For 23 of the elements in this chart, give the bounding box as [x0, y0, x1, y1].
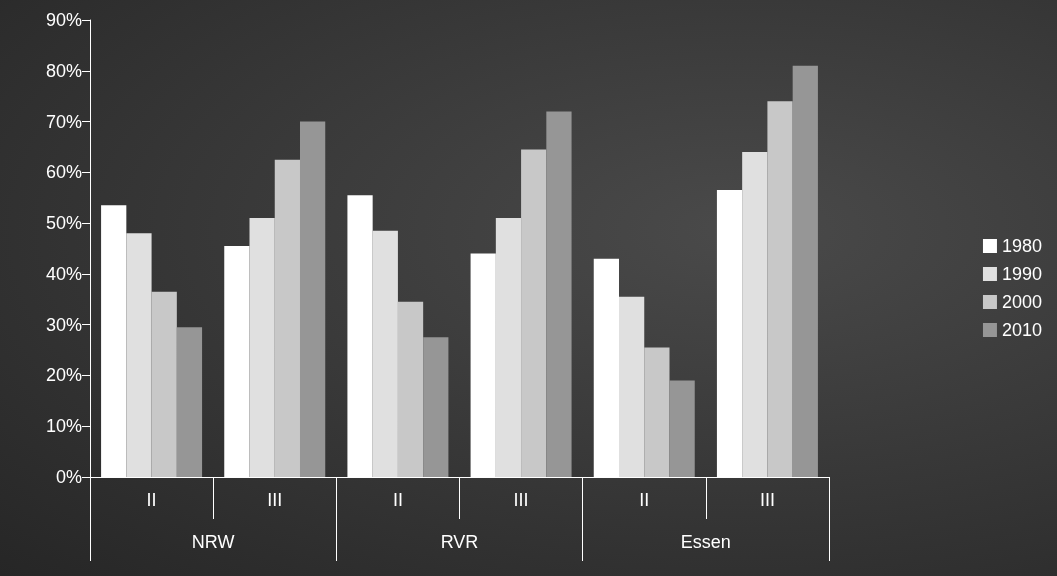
- x-tick-label: III: [267, 490, 283, 510]
- legend-label: 1990: [1001, 264, 1042, 284]
- x-tick-label: II: [392, 490, 403, 510]
- y-tick-label: 60%: [45, 162, 82, 183]
- legend-label: 2000: [1001, 292, 1042, 312]
- x-tick-label: II: [146, 490, 157, 510]
- text: NRW: [191, 532, 235, 552]
- y-tick-label: 0%: [55, 467, 82, 487]
- y-tick-label: 40%: [45, 263, 82, 284]
- y-tick-label: 70%: [45, 111, 82, 132]
- legend-label: 2010: [1001, 320, 1042, 340]
- y-tick-label: 10%: [45, 416, 82, 437]
- y-tick-label: 50%: [45, 213, 82, 234]
- y-tick-label: 80%: [45, 60, 82, 81]
- text: RVR: [440, 532, 479, 552]
- x-tick-label: II: [639, 490, 650, 510]
- y-tick-label: 30%: [45, 314, 82, 335]
- x-tick-label: III: [759, 490, 775, 510]
- y-tick-label: 90%: [45, 10, 82, 30]
- legend-label: 1980: [1001, 236, 1042, 256]
- text: Essen: [680, 532, 731, 552]
- x-tick-label: III: [513, 490, 529, 510]
- y-tick-label: 20%: [45, 365, 82, 386]
